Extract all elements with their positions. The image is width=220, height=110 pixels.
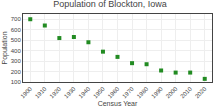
- svg-text:1920: 1920: [48, 85, 62, 99]
- svg-text:1960: 1960: [107, 85, 121, 99]
- svg-text:300: 300: [11, 58, 22, 64]
- svg-text:1990: 1990: [150, 85, 164, 99]
- svg-text:600: 600: [11, 27, 22, 33]
- svg-text:1940: 1940: [78, 85, 92, 99]
- svg-text:200: 200: [11, 69, 22, 75]
- svg-text:Population: Population: [1, 31, 9, 64]
- svg-text:2010: 2010: [179, 85, 193, 99]
- svg-text:1900: 1900: [19, 85, 33, 99]
- svg-text:Population of Blockton, Iowa: Population of Blockton, Iowa: [53, 0, 167, 9]
- svg-text:100: 100: [11, 79, 22, 85]
- svg-text:1950: 1950: [92, 85, 106, 99]
- svg-text:400: 400: [11, 48, 22, 54]
- svg-text:1970: 1970: [121, 85, 135, 99]
- svg-text:2020: 2020: [194, 85, 208, 99]
- svg-text:Census Year: Census Year: [98, 100, 138, 107]
- svg-text:700: 700: [11, 16, 22, 22]
- svg-text:1930: 1930: [63, 85, 77, 99]
- svg-text:2000: 2000: [165, 85, 179, 99]
- svg-text:1980: 1980: [136, 85, 150, 99]
- svg-text:500: 500: [11, 37, 22, 43]
- svg-text:1910: 1910: [34, 85, 48, 99]
